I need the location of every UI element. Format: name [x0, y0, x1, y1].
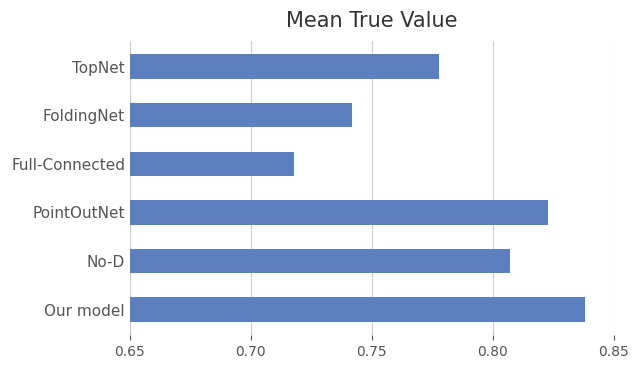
Title: Mean True Value: Mean True Value — [286, 11, 458, 31]
Bar — [130, 103, 353, 127]
Bar — [130, 200, 548, 225]
Bar — [130, 249, 509, 273]
Bar — [130, 297, 584, 322]
Bar — [130, 152, 294, 176]
Bar — [130, 54, 440, 79]
